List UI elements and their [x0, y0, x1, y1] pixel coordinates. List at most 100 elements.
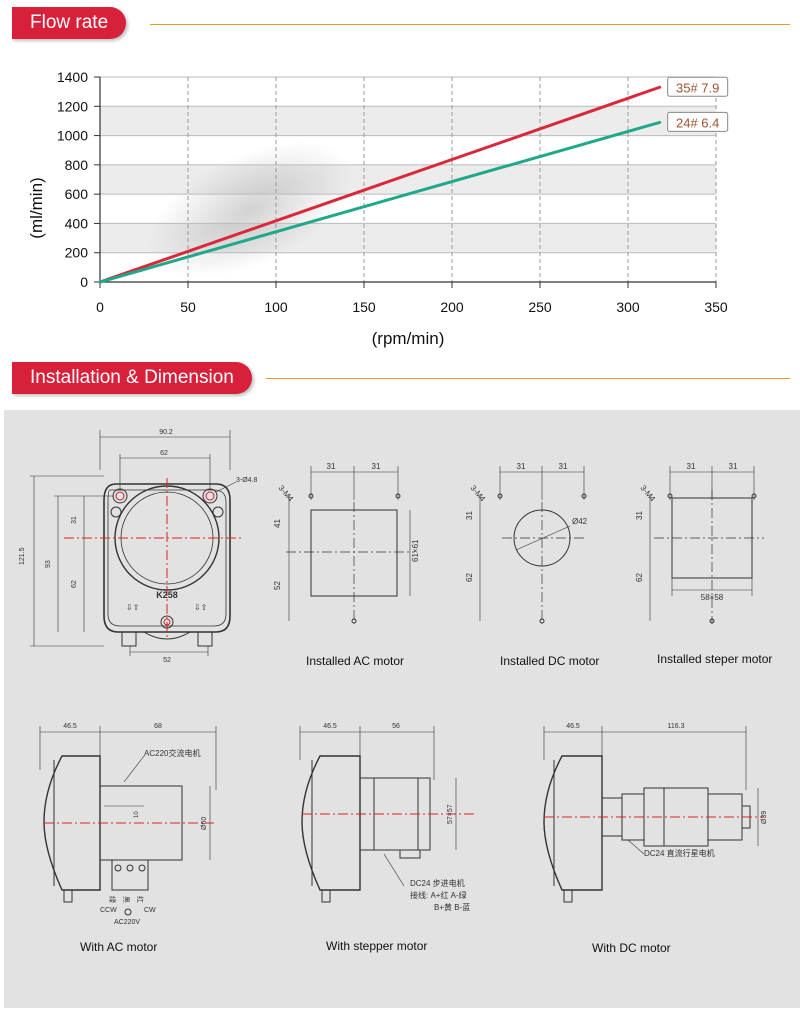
y-tick-label: 0	[80, 274, 88, 290]
installation-panel: 90.2 62 K258 ⇩⇧ ⇩⇧ 52	[4, 410, 800, 1008]
flow-rate-header: Flow rate	[12, 7, 127, 39]
x-tick-label: 0	[96, 299, 104, 315]
dcside-label: DC24 直流行星电机	[644, 848, 715, 858]
caption-with-stepper: With stepper motor	[326, 939, 428, 953]
side-view-stepper-motor: 46.5 56 57×57 DC24 步进电机 接线: A+红 A-绿 B+黄 …	[299, 723, 474, 912]
step-dim-square: 58×58	[701, 593, 724, 602]
y-tick-label: 600	[65, 186, 89, 202]
x-tick-label: 100	[264, 299, 288, 315]
x-tick-label: 50	[180, 299, 196, 315]
step-dim-31b: 31	[729, 462, 738, 471]
legend-label: 24# 6.4	[676, 115, 719, 130]
x-tick-label: 300	[616, 299, 640, 315]
step-dim-31a: 31	[687, 462, 696, 471]
arrow-icon-left: ⇩⇧	[126, 603, 139, 612]
dim-62: 62	[71, 580, 78, 588]
x-tick-label: 350	[704, 299, 728, 315]
dim-inner-width: 62	[160, 450, 168, 457]
y-tick-label: 800	[65, 157, 89, 173]
y-tick-label: 1200	[57, 98, 88, 114]
x-tick-label: 150	[352, 299, 376, 315]
stepside-label: DC24 步进电机	[410, 878, 465, 888]
installation-drawings: 90.2 62 K258 ⇩⇧ ⇩⇧ 52	[19, 429, 768, 926]
installation-title: Installation & Dimension	[12, 362, 252, 394]
stepside-wire2: B+黄 B-蓝	[434, 902, 470, 912]
stepside-size: 57×57	[447, 804, 454, 824]
dc-dim-dia: Ø42	[572, 517, 588, 526]
ac-screw-label: 3-M4	[276, 484, 295, 504]
chart-band	[100, 77, 716, 107]
x-tick-label: 250	[528, 299, 552, 315]
chart-band	[100, 106, 716, 136]
y-axis-label: (ml/min)	[27, 177, 46, 238]
stepside-w1: 46.5	[323, 723, 337, 730]
flow-rate-rule	[150, 24, 790, 25]
step-dim-62: 62	[635, 573, 644, 582]
dc-dim-31b: 31	[559, 462, 568, 471]
caption-installed-stepper: Installed steper motor	[657, 652, 773, 666]
ac-dim-52: 52	[273, 581, 282, 590]
acside-wire-green: 绿	[108, 896, 117, 903]
dc-dim-62: 62	[465, 573, 474, 582]
watermark-shadow	[147, 141, 353, 279]
acside-w1: 46.5	[63, 723, 77, 730]
dcside-w1: 46.5	[566, 723, 580, 730]
dcside-dia: Ø39	[761, 811, 768, 824]
acside-label: AC220交流电机	[144, 748, 200, 758]
dc-dim-31a: 31	[517, 462, 526, 471]
ac-dim-41: 41	[273, 519, 282, 528]
acside-h10: 10	[134, 811, 140, 818]
dim-holes: 3-Ø4.8	[236, 477, 258, 484]
dcside-w2: 116.3	[668, 723, 685, 730]
flow-rate-chart: 0 200 400 600 800 1000 1200 1400 0 50 100 150 200 250…	[27, 69, 729, 348]
dc-screw-label: 3-M4	[468, 484, 487, 504]
acside-ccw: CCW	[100, 907, 117, 914]
legend-box	[667, 76, 729, 97]
dim-31: 31	[71, 516, 78, 524]
acside-dia: Ø60	[201, 817, 208, 830]
acside-wire-red: 红	[136, 896, 145, 903]
legend-box	[667, 111, 729, 132]
ac-dim-31a: 31	[327, 462, 336, 471]
dim-93: 93	[45, 560, 52, 568]
dc-dim-31: 31	[465, 511, 474, 520]
legend-label: 35# 7.9	[676, 80, 719, 95]
dim-bottom: 52	[163, 657, 171, 664]
step-dim-31: 31	[635, 511, 644, 520]
flow-rate-title: Flow rate	[12, 7, 127, 39]
acside-wire-black: 黑	[122, 896, 130, 903]
y-tick-label: 1400	[57, 69, 88, 85]
y-tick-label: 1000	[57, 128, 88, 144]
caption-with-ac: With AC motor	[80, 940, 158, 954]
ac-dim-square: 61×61	[411, 539, 420, 562]
y-tick-label: 400	[65, 215, 89, 231]
pump-front-view: 90.2 62 K258 ⇩⇧ ⇩⇧ 52	[19, 429, 258, 664]
step-screw-label: 3-M4	[638, 484, 657, 504]
series-line	[98, 85, 662, 284]
x-axis-label: (rpm/min)	[372, 329, 445, 348]
stepside-w2: 56	[392, 723, 400, 730]
caption-installed-dc: Installed DC motor	[500, 654, 600, 668]
acside-power: AC220V	[114, 919, 140, 926]
y-tick-label: 200	[65, 245, 89, 261]
side-view-dc-motor: 46.5 116.3 Ø39 DC24 直流行星电机	[543, 723, 768, 903]
acside-w2: 68	[154, 723, 162, 730]
side-view-ac-motor: 46.5 68 10 AC220交流电机 Ø60 绿 黑 红 CCW CW AC…	[39, 723, 217, 926]
acside-cw: CW	[144, 907, 156, 914]
installed-ac-motor-drawing: 31 31 3-M4 41 52 61×61	[273, 462, 420, 624]
caption-with-dc: With DC motor	[592, 941, 671, 955]
series-line	[98, 120, 662, 284]
stepside-wire1: 接线: A+红 A-绿	[410, 890, 467, 900]
installation-rule	[266, 378, 790, 379]
installed-dc-motor-drawing: 31 31 3-M4 Ø42 31 62	[465, 462, 588, 624]
ac-dim-31b: 31	[372, 462, 381, 471]
dim-width: 90.2	[159, 429, 173, 436]
model-label: K258	[156, 590, 178, 600]
installed-stepper-motor-drawing: 31 31 3-M4 58×58 31 62	[635, 462, 764, 624]
chart-band	[100, 135, 716, 165]
arrow-icon-right: ⇩⇧	[194, 603, 207, 612]
x-tick-label: 200	[440, 299, 464, 315]
installation-header: Installation & Dimension	[12, 362, 252, 394]
caption-installed-ac: Installed AC motor	[306, 654, 405, 668]
dim-height: 121.5	[19, 547, 26, 565]
